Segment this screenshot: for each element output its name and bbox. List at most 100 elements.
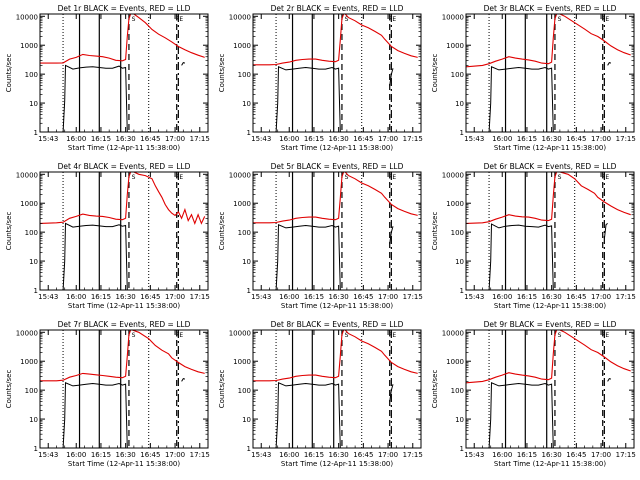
x-tick-label: 17:15 [616, 135, 636, 143]
x-axis-label: Start Time (12-Apr-11 15:38:00) [281, 144, 393, 152]
plot-frame [39, 13, 209, 133]
y-tick-label: 10 [29, 416, 38, 424]
plot-frame [39, 329, 209, 449]
y-axis-label: Counts/sec [431, 370, 439, 409]
marker-label-2: F [389, 174, 393, 181]
y-tick-label: 10 [29, 258, 38, 266]
x-tick-label: 16:45 [140, 451, 160, 459]
lld-series-line [40, 14, 205, 64]
y-axis-label: Counts/sec [431, 212, 439, 251]
y-tick-label: 100 [25, 229, 38, 237]
x-tick-label: 16:15 [91, 293, 111, 301]
panel-title: Det 2r BLACK = Events, RED = LLD [271, 4, 404, 13]
marker-label-3: E [605, 332, 609, 339]
events-series-line-late [181, 378, 186, 382]
x-axis-label: Start Time (12-Apr-11 15:38:00) [281, 460, 393, 468]
x-axis-label: Start Time (12-Apr-11 15:38:00) [68, 302, 180, 310]
y-tick-label: 100 [451, 229, 464, 237]
lld-series-line [253, 14, 418, 66]
x-tick-label: 16:00 [66, 135, 86, 143]
y-tick-label: 1000 [233, 42, 251, 50]
x-tick-label: 16:00 [66, 293, 86, 301]
y-tick-label: 1 [34, 129, 38, 137]
x-tick-label: 17:00 [378, 293, 398, 301]
x-tick-label: 16:00 [279, 293, 299, 301]
x-tick-label: 16:00 [492, 451, 512, 459]
y-axis-label: Counts/sec [431, 54, 439, 93]
panel-title: Det 5r BLACK = Events, RED = LLD [271, 162, 404, 171]
events-series-line-late [607, 62, 612, 66]
x-tick-label: 16:00 [492, 135, 512, 143]
y-tick-label: 100 [451, 71, 464, 79]
y-tick-label: 1 [460, 287, 464, 295]
panel-7: S F E 1 10 100 1000 10000 15:43 16:00 16:15 16:30 16… [5, 320, 210, 468]
lld-series-line [253, 172, 418, 224]
x-tick-label: 16:30 [116, 135, 136, 143]
events-series-line-late [603, 223, 608, 239]
panel-4: S F E 1 10 100 1000 10000 15:43 16:00 16:15 16:30 16… [5, 162, 210, 310]
x-axis-label: Start Time (12-Apr-11 15:38:00) [494, 302, 606, 310]
events-series-line-late [389, 384, 394, 402]
events-series-line-late [607, 378, 612, 382]
events-series-line [466, 66, 554, 132]
x-tick-label: 17:15 [616, 451, 636, 459]
y-tick-label: 10000 [442, 13, 464, 21]
x-tick-label: 17:15 [403, 451, 423, 459]
x-tick-label: 16:30 [542, 293, 562, 301]
y-tick-label: 100 [238, 229, 251, 237]
y-tick-label: 1 [247, 287, 251, 295]
y-tick-label: 1000 [20, 200, 38, 208]
x-tick-label: 16:45 [140, 293, 160, 301]
y-tick-label: 100 [451, 387, 464, 395]
y-axis-label: Counts/sec [218, 370, 226, 409]
y-tick-label: 10 [29, 100, 38, 108]
y-tick-label: 10 [242, 100, 251, 108]
y-axis-label: Counts/sec [5, 370, 13, 409]
x-tick-label: 16:45 [353, 451, 373, 459]
x-tick-label: 16:45 [353, 135, 373, 143]
x-tick-label: 16:30 [542, 135, 562, 143]
x-axis-label: Start Time (12-Apr-11 15:38:00) [68, 144, 180, 152]
lld-series-line [40, 330, 205, 382]
x-tick-label: 15:43 [464, 451, 484, 459]
x-tick-label: 16:00 [66, 451, 86, 459]
x-tick-label: 17:15 [403, 135, 423, 143]
x-tick-label: 16:45 [566, 293, 586, 301]
y-tick-label: 10 [455, 100, 464, 108]
plot-frame [465, 171, 635, 291]
y-tick-label: 1000 [20, 358, 38, 366]
panel-3: S F E 1 10 100 1000 10000 15:43 16:00 16:15 16:30 16… [431, 4, 636, 152]
x-tick-label: 16:15 [517, 451, 537, 459]
x-tick-label: 16:30 [329, 135, 349, 143]
panel-9: S F E 1 10 100 1000 10000 15:43 16:00 16:15 16:30 16… [431, 320, 636, 468]
y-tick-label: 100 [25, 71, 38, 79]
y-tick-label: 1 [34, 445, 38, 453]
events-series-line-late [389, 226, 394, 244]
events-series-line [40, 222, 128, 290]
panel-8: S F E 1 10 100 1000 10000 15:43 16:00 16:15 16:30 16… [218, 320, 423, 468]
events-series-line [40, 382, 128, 448]
x-tick-label: 17:00 [591, 135, 611, 143]
x-tick-label: 16:45 [140, 135, 160, 143]
x-tick-label: 17:15 [190, 451, 210, 459]
y-tick-label: 1000 [233, 200, 251, 208]
y-axis-label: Counts/sec [5, 54, 13, 93]
plot-frame [465, 329, 635, 449]
marker-label-2: F [389, 16, 393, 23]
marker-label-1: S [132, 174, 136, 181]
y-tick-label: 1 [34, 287, 38, 295]
marker-label-2: F [602, 174, 606, 181]
y-tick-label: 100 [238, 71, 251, 79]
x-tick-label: 17:15 [190, 293, 210, 301]
panel-1: S F E 1 10 100 1000 10000 15:43 16:00 16:15 16:30 16… [5, 4, 210, 152]
x-tick-label: 16:30 [116, 451, 136, 459]
x-tick-label: 16:15 [91, 135, 111, 143]
marker-label-3: E [179, 16, 183, 23]
x-tick-label: 17:00 [591, 451, 611, 459]
x-tick-label: 16:00 [279, 451, 299, 459]
x-tick-label: 15:43 [251, 451, 271, 459]
x-tick-label: 16:30 [116, 293, 136, 301]
lld-series-line [253, 330, 418, 382]
x-tick-label: 17:15 [403, 293, 423, 301]
